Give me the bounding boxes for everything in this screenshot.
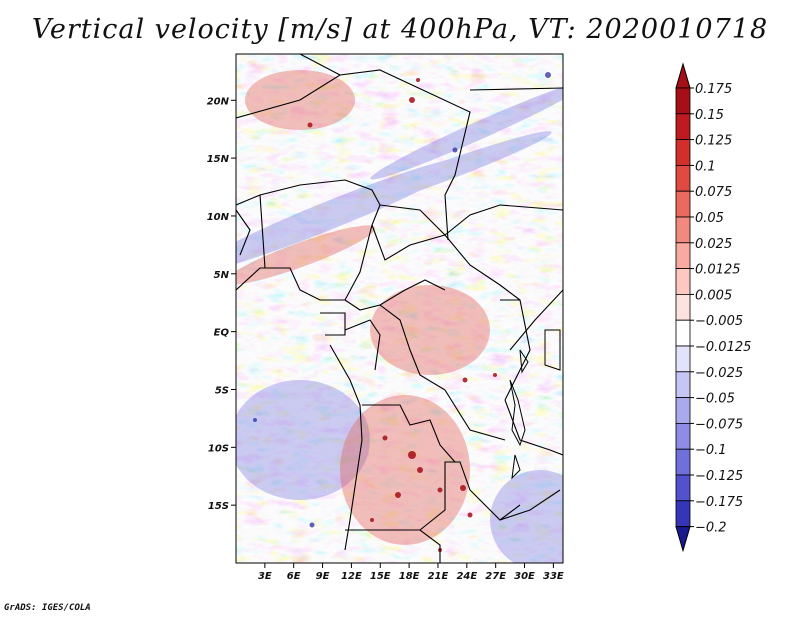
lon-tick-label: 3E xyxy=(258,571,272,582)
colorbar-top-arrow xyxy=(675,62,691,89)
colorbar-label: 0.0125 xyxy=(695,263,741,278)
colorbar-label: 0.175 xyxy=(695,82,732,97)
lon-tick-label: 21E xyxy=(428,571,449,582)
colorbar-swatch xyxy=(675,216,691,244)
lon-tick-label: 12E xyxy=(341,571,362,582)
colorbar-label: −0.025 xyxy=(695,366,743,381)
lat-tick-label: 5N xyxy=(214,270,230,281)
colorbar-label: 0.125 xyxy=(695,134,732,149)
lat-tick-label: 5S xyxy=(215,385,229,396)
colorbar-swatch xyxy=(675,500,691,527)
lon-tick-label: 15E xyxy=(370,571,391,582)
colorbar-label: −0.075 xyxy=(695,417,743,432)
lon-tick-label: 9E xyxy=(316,571,330,582)
colorbar-swatch xyxy=(675,371,691,398)
colorbar-swatch xyxy=(675,139,691,166)
lat-tick-label: 10N xyxy=(207,212,230,223)
lon-tick-label: 18E xyxy=(399,571,420,582)
colorbar-swatch xyxy=(675,345,691,373)
colorbar-swatch xyxy=(675,87,691,115)
colorbar-label: −0.005 xyxy=(695,314,743,329)
lat-tick-label: 20N xyxy=(207,96,230,107)
vertical-velocity-field xyxy=(236,54,563,563)
colorbar-swatch xyxy=(675,422,691,450)
colorbar-swatch xyxy=(675,242,691,270)
lon-tick-label: 24E xyxy=(456,571,477,582)
colorbar-bottom-arrow xyxy=(675,526,691,553)
colorbar-swatch xyxy=(675,474,691,502)
lon-tick-label: 6E xyxy=(287,571,301,582)
lat-tick-label: 10S xyxy=(208,443,229,454)
colorbar-label: 0.005 xyxy=(695,288,732,303)
colorbar-label: −0.2 xyxy=(695,521,727,536)
chart-title: Vertical velocity [m/s] at 400hPa, VT: 2… xyxy=(31,14,769,45)
grads-credit: GrADS: IGES/COLA xyxy=(4,603,91,613)
colorbar-label: 0.1 xyxy=(695,159,716,174)
colorbar-swatch xyxy=(675,448,691,476)
lon-tick-label: 27E xyxy=(485,571,506,582)
colorbar-swatch xyxy=(675,113,691,141)
colorbar-label: −0.175 xyxy=(695,495,743,510)
colorbar-swatch xyxy=(675,268,691,295)
lat-tick-label: EQ xyxy=(214,328,230,339)
colorbar-label: 0.05 xyxy=(695,211,724,226)
lakes xyxy=(509,329,561,480)
colorbar-label: −0.1 xyxy=(695,443,727,458)
map-axes: 20N 15N 10N 5N EQ 5S 10S 15S 3E 6E 9E 12E 15E 18E 21E 2… xyxy=(207,96,564,582)
colorbar-label: 0.15 xyxy=(695,108,724,123)
colorbar-label: 0.025 xyxy=(695,237,732,252)
colorbar-label: 0.075 xyxy=(695,185,732,200)
colorbar-swatch xyxy=(675,319,691,347)
colorbar-swatch xyxy=(675,397,691,424)
colorbar-swatch xyxy=(675,190,691,218)
colorbar-label: −0.05 xyxy=(695,392,735,407)
colorbar-label: −0.0125 xyxy=(695,340,751,355)
lat-tick-label: 15N xyxy=(207,154,230,165)
colorbar: 0.175 0.15 0.125 0.1 0.075 0.05 0.025 0.0125 0.0… xyxy=(675,62,751,553)
map-frame xyxy=(235,53,564,564)
colorbar-swatch xyxy=(675,293,691,321)
colorbar-label: −0.125 xyxy=(695,469,743,484)
lon-tick-label: 33E xyxy=(543,571,564,582)
lon-tick-label: 30E xyxy=(514,571,535,582)
lat-tick-label: 15S xyxy=(208,501,229,512)
colorbar-swatch xyxy=(675,164,691,192)
country-borders xyxy=(236,54,563,563)
